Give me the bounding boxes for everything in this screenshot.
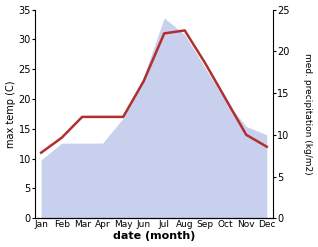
X-axis label: date (month): date (month) (113, 231, 195, 242)
Y-axis label: med. precipitation (kg/m2): med. precipitation (kg/m2) (303, 53, 313, 175)
Y-axis label: max temp (C): max temp (C) (5, 80, 16, 148)
